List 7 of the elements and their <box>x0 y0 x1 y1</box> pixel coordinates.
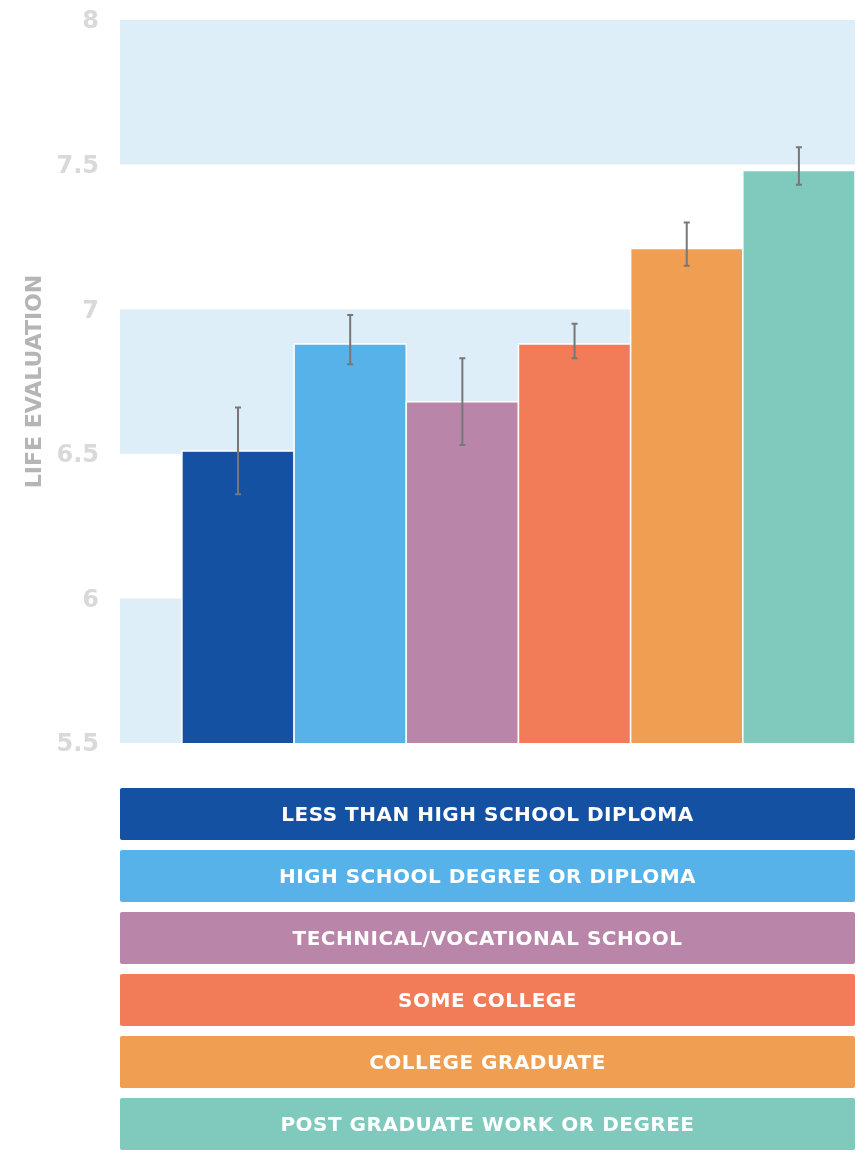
text: POST GRADUATE WORK OR DEGREE <box>120 1098 855 1150</box>
series-label: LESS THAN HIGH SCHOOL DIPLOMA <box>120 788 855 840</box>
series-label: SOME COLLEGE <box>120 974 855 1026</box>
series-label: HIGH SCHOOL DEGREE OR DIPLOMA <box>120 850 855 902</box>
y-axis-title: LIFE EVALUATION <box>21 274 47 489</box>
series-label: COLLEGE GRADUATE <box>120 1036 855 1088</box>
series-label: TECHNICAL/VOCATIONAL SCHOOL <box>120 912 855 964</box>
